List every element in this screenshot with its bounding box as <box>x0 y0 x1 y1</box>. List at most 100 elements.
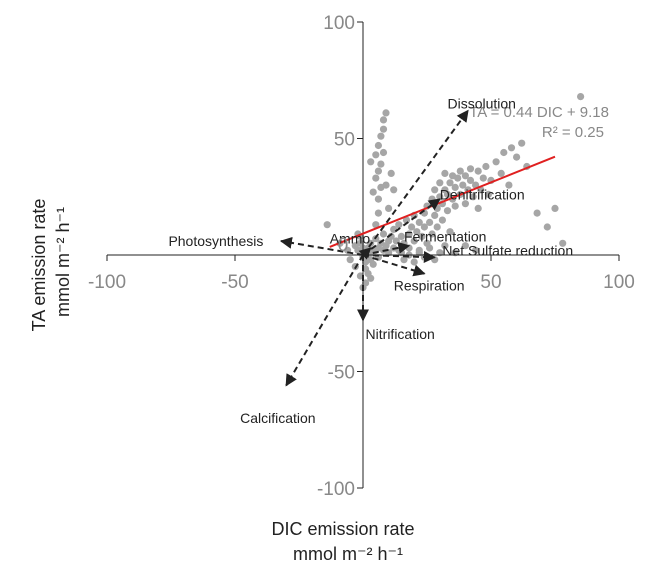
data-point <box>374 167 382 175</box>
data-point <box>433 223 441 231</box>
y-tick-label: -100 <box>317 479 355 500</box>
data-point <box>518 139 526 147</box>
data-point <box>367 274 375 282</box>
data-point <box>323 221 331 229</box>
regression-equation: TA = 0.44 DIC + 9.18 <box>469 104 609 121</box>
data-point <box>410 237 418 245</box>
data-point <box>382 181 390 189</box>
data-point <box>474 204 482 212</box>
data-point <box>513 153 521 161</box>
data-point <box>428 230 436 238</box>
data-point <box>426 218 434 226</box>
data-point <box>431 256 439 264</box>
y-axis-unit: mmol m⁻² h⁻¹ <box>53 207 73 317</box>
data-point <box>395 221 403 229</box>
regression: TA = 0.44 DIC + 9.18 R² = 0.25 <box>329 104 609 248</box>
data-point <box>408 223 416 231</box>
data-point <box>367 158 375 166</box>
y-tick-label: 50 <box>334 130 355 151</box>
data-point <box>441 169 449 177</box>
data-point <box>400 256 408 264</box>
process-label: Respiration <box>394 277 465 293</box>
data-point <box>492 158 500 166</box>
data-point <box>451 249 459 257</box>
process-label: Dissolution <box>447 96 515 112</box>
data-point <box>369 260 377 268</box>
data-point <box>461 172 469 180</box>
data-point <box>497 169 505 177</box>
data-point <box>436 249 444 257</box>
data-point <box>456 167 464 175</box>
data-point <box>438 216 446 224</box>
data-point <box>402 216 411 224</box>
data-point <box>418 232 426 240</box>
process-arrow <box>362 198 441 256</box>
data-point <box>451 183 459 191</box>
data-point <box>372 174 380 182</box>
data-point <box>369 188 377 196</box>
data-point <box>577 93 585 101</box>
data-point <box>466 176 475 184</box>
data-point <box>446 228 454 236</box>
process-arrow <box>362 241 411 256</box>
data-point <box>533 209 541 217</box>
x-axis-title: DIC emission rate <box>271 519 414 539</box>
data-point <box>472 246 480 254</box>
data-point <box>479 174 487 182</box>
data-point <box>500 148 508 157</box>
data-point <box>436 179 444 187</box>
y-tick-label: 100 <box>323 13 355 34</box>
data-point <box>507 144 516 152</box>
data-point <box>379 230 388 238</box>
process-label: Net Sulfate reduction <box>442 242 573 258</box>
data-point <box>482 162 490 171</box>
data-point <box>459 181 467 189</box>
data-point <box>374 209 382 217</box>
data-point <box>385 204 393 212</box>
data-point <box>377 132 385 140</box>
data-point <box>559 239 567 247</box>
process-arrow <box>362 250 436 263</box>
data-point <box>466 165 475 173</box>
data-point <box>413 228 421 236</box>
regression-line <box>329 155 556 248</box>
tick-labels: -100 -50 50 100 -100 -50 50 100 0 <box>88 13 635 500</box>
data-point <box>372 221 380 229</box>
data-point <box>374 195 382 203</box>
process-arrow <box>279 236 364 256</box>
data-point <box>410 258 418 266</box>
data-point <box>474 167 482 175</box>
data-point <box>469 193 477 201</box>
process-arrow <box>362 254 426 277</box>
data-point <box>484 190 492 198</box>
x-tick-label: 100 <box>603 272 635 293</box>
data-point <box>426 244 434 252</box>
data-point <box>443 207 452 215</box>
origin-tick-label: 0 <box>338 235 349 256</box>
data-point <box>377 160 385 168</box>
data-point <box>543 223 551 231</box>
data-point <box>379 116 388 124</box>
process-label: Denitrification <box>440 186 525 202</box>
process-label: Ammo <box>330 231 371 247</box>
data-point <box>372 151 380 159</box>
data-point <box>551 204 559 212</box>
x-axis-unit: mmol m⁻² h⁻¹ <box>293 544 403 564</box>
process-vectors: Dissolution Denitrification Ammo Photosynth… <box>168 96 573 427</box>
data-point <box>382 109 390 117</box>
data-point <box>415 249 423 257</box>
data-point <box>505 181 513 189</box>
data-point <box>415 218 423 226</box>
process-arrow <box>285 254 364 387</box>
data-point <box>374 141 382 150</box>
data-point <box>443 190 452 198</box>
data-point <box>431 186 439 194</box>
data-point <box>405 230 413 238</box>
data-point <box>441 242 449 250</box>
process-label: Photosynthesis <box>168 233 263 249</box>
data-point <box>397 232 405 240</box>
data-point <box>454 174 462 182</box>
process-label: Calcification <box>240 410 315 426</box>
